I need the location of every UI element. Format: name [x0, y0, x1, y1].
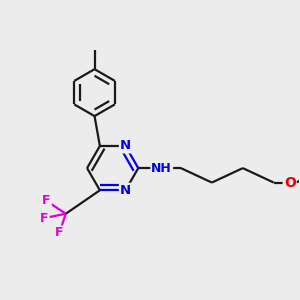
Text: F: F [42, 194, 51, 208]
Text: O: O [284, 176, 296, 190]
Text: N: N [120, 140, 131, 152]
Text: F: F [40, 212, 49, 224]
Text: NH: NH [152, 162, 172, 175]
Text: N: N [120, 184, 131, 197]
Text: F: F [55, 226, 64, 239]
